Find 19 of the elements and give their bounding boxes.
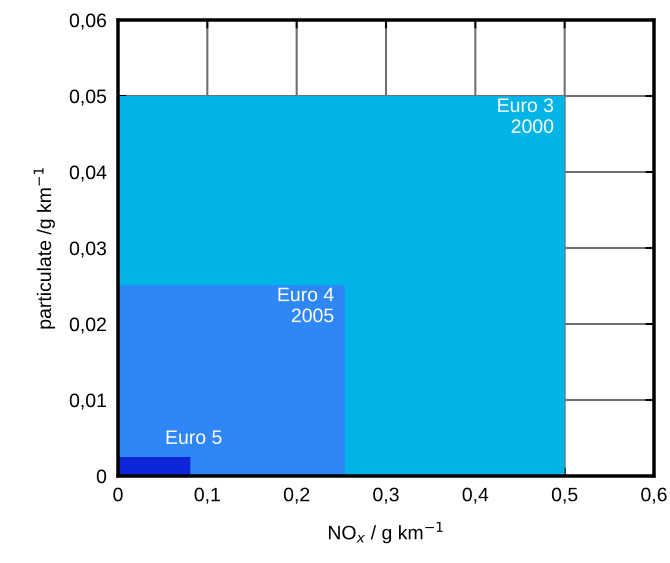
x-tick-label: 0,1 [194,488,220,504]
x-tick-label: 0,6 [641,488,667,504]
x-tick-label: 0 [113,488,123,502]
y-tick-label: 0 [96,469,106,484]
x-tick-label: 0,5 [552,488,578,504]
x-tick-label: 0,3 [373,488,399,504]
y-tick-label: 0,04 [70,165,106,182]
annotation: Euro 4 2005 [278,288,334,322]
annotation: Euro 5 [166,430,222,444]
y-tick-label: 0,03 [70,241,106,258]
y-tick-label: 0,06 [70,13,106,30]
y-tick-label: 0,05 [70,89,106,106]
x-tick-label: 0,4 [462,488,488,504]
x-axis-title: NO$_{x}$ / g km$^{−1}$ [328,522,443,544]
y-tick-label: 0,01 [70,393,106,410]
y-axis-title: particulate /g km$^{−1}$ [34,168,55,329]
y-tick-label: 0,02 [70,317,106,334]
x-tick-label: 0,2 [284,488,310,504]
annotation: Euro 3 2000 [498,98,554,134]
